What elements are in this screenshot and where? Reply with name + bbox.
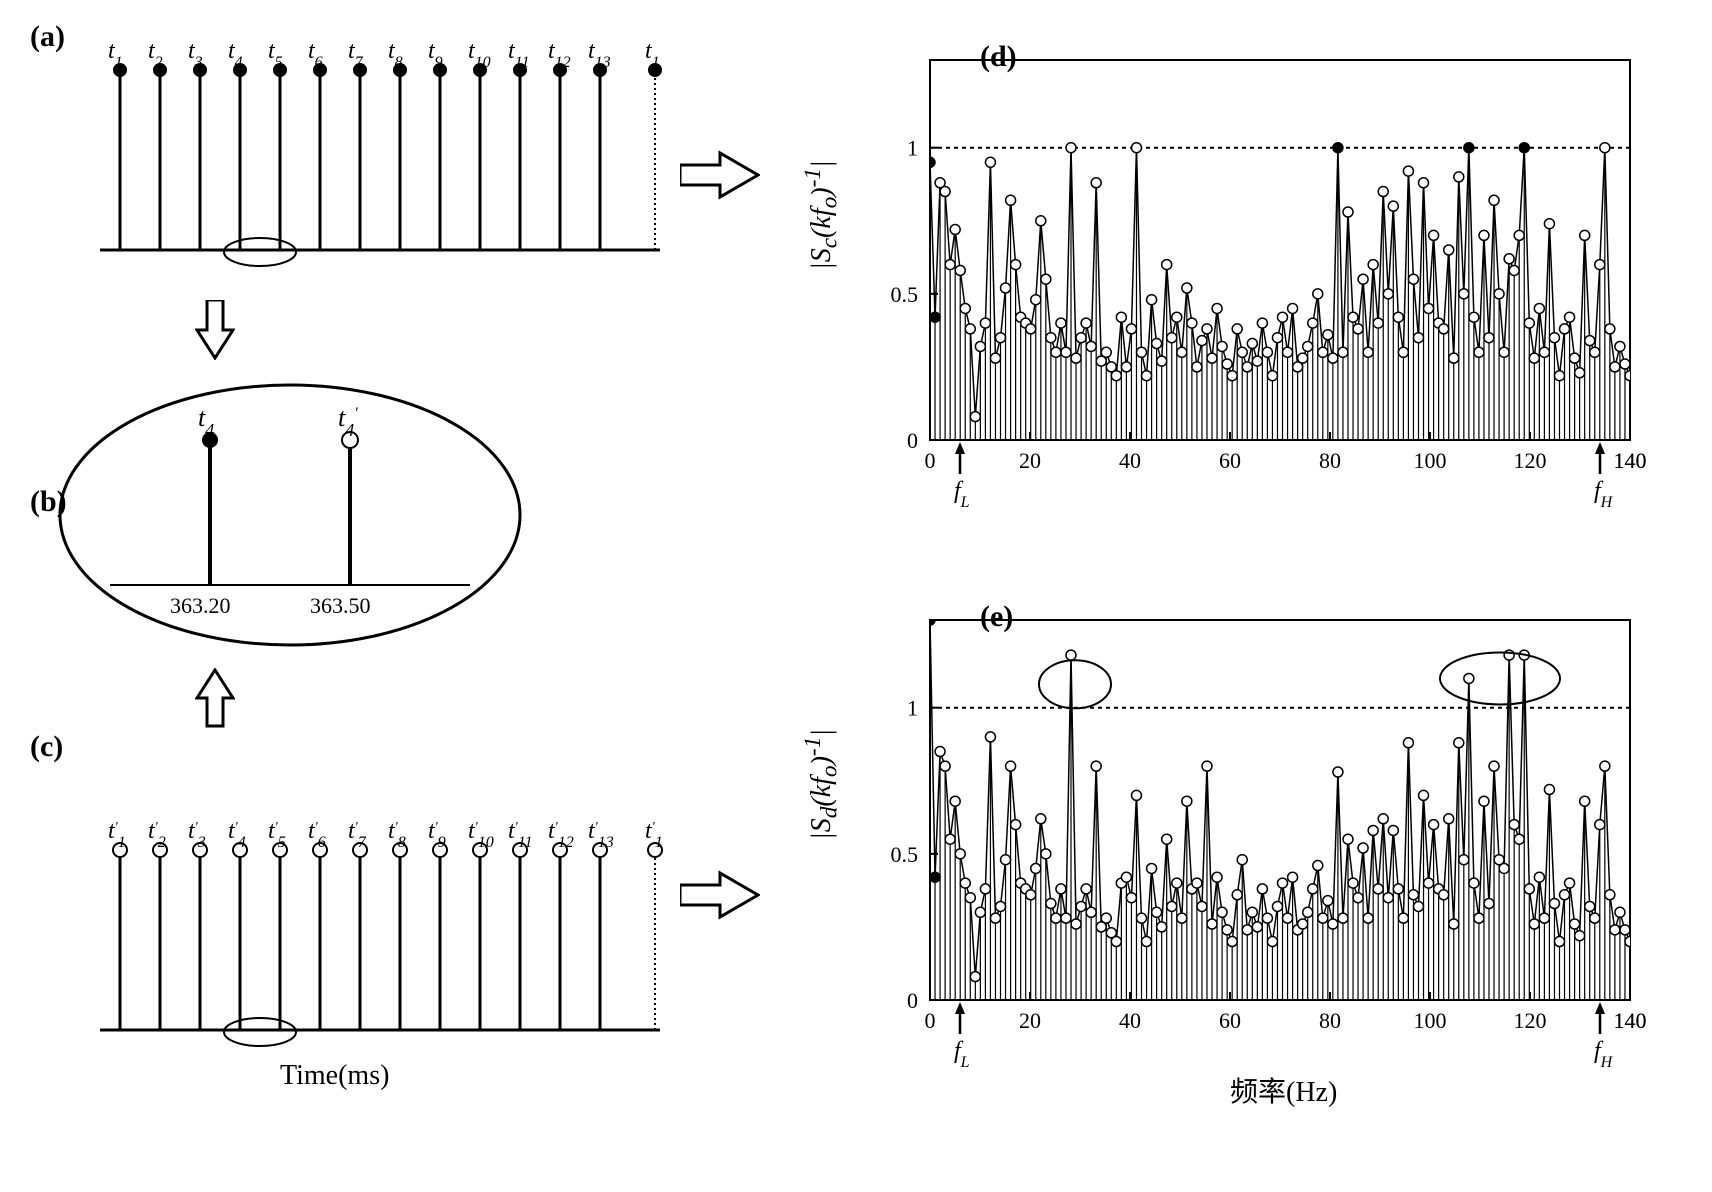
svg-text:0.5: 0.5 xyxy=(891,282,919,307)
svg-text:t′12: t′12 xyxy=(548,818,574,851)
svg-text:140: 140 xyxy=(1614,448,1647,473)
svg-text:t′6: t′6 xyxy=(308,818,326,851)
figure-container: (a) t1 t2 t3 t4 t5 t6 t7 t8 t9 t10 t11 t12 t13 t1 (b)… xyxy=(20,20,1692,1172)
panel-e-label: (e) xyxy=(980,600,1013,634)
svg-text:t4: t4 xyxy=(228,38,243,71)
arrow-a-to-d xyxy=(680,150,760,200)
svg-text:t1: t1 xyxy=(108,38,123,71)
svg-text:t8: t8 xyxy=(388,38,403,71)
svg-text:t′4: t′4 xyxy=(228,818,246,851)
svg-text:0.5: 0.5 xyxy=(891,842,919,867)
xlabel-left: Time(ms) xyxy=(280,1060,389,1092)
svg-text:t2: t2 xyxy=(148,38,163,71)
panel-a: (a) t1 t2 t3 t4 t5 t6 t7 t8 t9 t10 t11 t12 t13 t1 xyxy=(30,20,670,290)
svg-text:t13: t13 xyxy=(588,38,611,71)
panel-a-svg: t1 t2 t3 t4 t5 t6 t7 t8 t9 t10 t11 t12 t13 t1 xyxy=(30,20,670,290)
svg-text:t5: t5 xyxy=(268,38,283,71)
svg-text:60: 60 xyxy=(1219,1008,1241,1033)
panel-a-label: (a) xyxy=(30,20,65,54)
svg-text:t′7: t′7 xyxy=(348,818,367,851)
svg-text:t6: t6 xyxy=(308,38,323,71)
svg-text:t′8: t′8 xyxy=(388,818,406,851)
svg-text:80: 80 xyxy=(1319,1008,1341,1033)
svg-text:40: 40 xyxy=(1119,448,1141,473)
panel-e-svg: 00.51020406080100120140140fLfH xyxy=(810,580,1690,1140)
panel-b: (b) t4363.20t4′363.50 xyxy=(30,365,590,665)
svg-text:t1: t1 xyxy=(645,38,660,71)
panel-c-svg: t′1 t′2 t′3 t′4 t′5 t′6 t′7 t′8 t′9 t′10 t′11 t′12 t… xyxy=(30,730,670,1060)
svg-text:120: 120 xyxy=(1514,1008,1547,1033)
svg-text:80: 80 xyxy=(1319,448,1341,473)
svg-text:t′9: t′9 xyxy=(428,818,446,851)
svg-text:t10: t10 xyxy=(468,38,491,71)
svg-text:0: 0 xyxy=(907,988,918,1013)
svg-text:t3: t3 xyxy=(188,38,203,71)
svg-text:t′5: t′5 xyxy=(268,818,286,851)
svg-text:20: 20 xyxy=(1019,448,1041,473)
svg-text:t7: t7 xyxy=(348,38,364,71)
arrow-c-to-e xyxy=(680,870,760,920)
panel-c: (c) t′1t′2t′3t′4t′5t′6t′7t′8t′9t′10t′11t… xyxy=(30,730,670,1060)
panel-d-label: (d) xyxy=(980,40,1017,74)
svg-text:t′1: t′1 xyxy=(108,818,126,851)
panel-c-label: (c) xyxy=(30,730,63,764)
svg-text:0: 0 xyxy=(907,428,918,453)
panel-d-svg: 00.51020406080100120140140fLfH xyxy=(810,20,1690,520)
svg-text:20: 20 xyxy=(1019,1008,1041,1033)
svg-text:fL: fL xyxy=(954,478,970,511)
svg-text:t12: t12 xyxy=(548,38,571,71)
panel-e-ylabel: |Sd(kfo)-1| xyxy=(800,729,844,840)
svg-text:363.50: 363.50 xyxy=(310,593,371,618)
arrow-a-to-b xyxy=(195,300,235,360)
svg-text:60: 60 xyxy=(1219,448,1241,473)
svg-text:363.20: 363.20 xyxy=(170,593,231,618)
svg-text:fH: fH xyxy=(1594,1038,1614,1071)
svg-text:100: 100 xyxy=(1414,448,1447,473)
svg-text:1: 1 xyxy=(907,696,918,721)
svg-text:t′3: t′3 xyxy=(188,818,206,851)
svg-text:140: 140 xyxy=(1614,1008,1647,1033)
panel-e: (e) |Sd(kfo)-1| 00.510204060801001201401… xyxy=(810,580,1690,1140)
panel-d-ylabel: |Sc(kfo)-1| xyxy=(800,160,844,270)
svg-text:t′11: t′11 xyxy=(508,818,533,851)
panel-b-svg: t4363.20t4′363.50 xyxy=(30,365,590,665)
svg-text:40: 40 xyxy=(1119,1008,1141,1033)
panel-d: (d) |Sc(kfo)-1| 00.510204060801001201401… xyxy=(810,20,1690,520)
svg-text:t4: t4 xyxy=(198,403,214,440)
panel-e-xlabel: 频率(Hz) xyxy=(1230,1070,1337,1110)
svg-text:0: 0 xyxy=(925,1008,936,1033)
svg-text:0: 0 xyxy=(925,448,936,473)
svg-text:t′1: t′1 xyxy=(645,818,663,851)
svg-text:t11: t11 xyxy=(508,38,529,71)
svg-text:t′13: t′13 xyxy=(588,818,614,851)
svg-text:120: 120 xyxy=(1514,448,1547,473)
svg-text:1: 1 xyxy=(907,136,918,161)
svg-text:t9: t9 xyxy=(428,38,443,71)
svg-text:100: 100 xyxy=(1414,1008,1447,1033)
panel-b-label: (b) xyxy=(30,485,67,519)
svg-text:fH: fH xyxy=(1594,478,1614,511)
svg-text:t′10: t′10 xyxy=(468,818,494,851)
svg-text:t′2: t′2 xyxy=(148,818,166,851)
svg-text:fL: fL xyxy=(954,1038,970,1071)
arrow-c-to-b xyxy=(195,668,235,728)
